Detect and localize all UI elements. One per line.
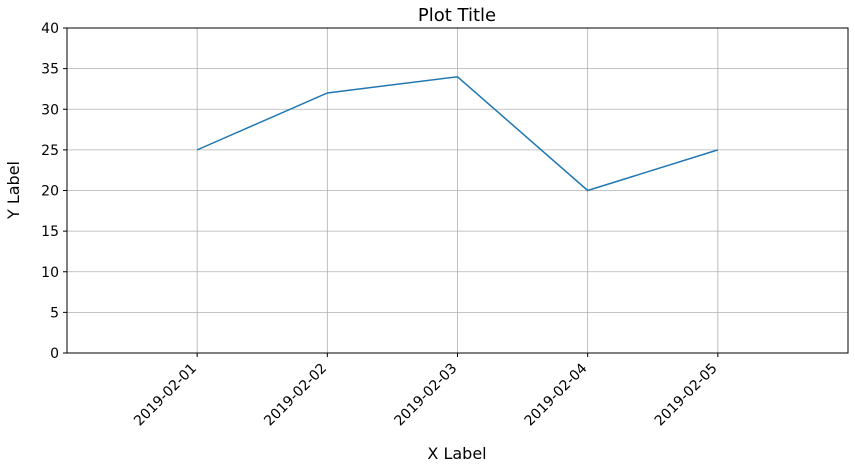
x-tick-label: 2019-02-02	[261, 361, 330, 430]
y-tick-label: 20	[41, 184, 59, 200]
y-axis-label: Y Label	[4, 161, 23, 220]
x-tick-label: 2019-02-05	[652, 361, 721, 430]
y-tick-label: 30	[41, 102, 59, 118]
y-tick-label: 15	[41, 224, 59, 240]
x-axis-label: X Label	[427, 444, 486, 463]
y-tick-label: 25	[41, 143, 59, 159]
chart-title: Plot Title	[418, 5, 496, 26]
y-axis-ticks: 0 5 10 15 20 25 30 35 40	[41, 21, 67, 362]
y-tick-label: 5	[50, 305, 59, 321]
x-axis-ticks: 2019-02-01 2019-02-02 2019-02-03 2019-02-04…	[131, 353, 721, 429]
x-tick-label: 2019-02-01	[131, 361, 200, 430]
y-tick-label: 10	[41, 265, 59, 281]
y-tick-label: 40	[41, 21, 59, 37]
x-tick-label: 2019-02-03	[391, 361, 460, 430]
y-tick-label: 35	[41, 62, 59, 78]
y-tick-label: 0	[50, 346, 59, 362]
series-layer	[196, 75, 719, 192]
x-tick-label: 2019-02-04	[522, 360, 591, 429]
